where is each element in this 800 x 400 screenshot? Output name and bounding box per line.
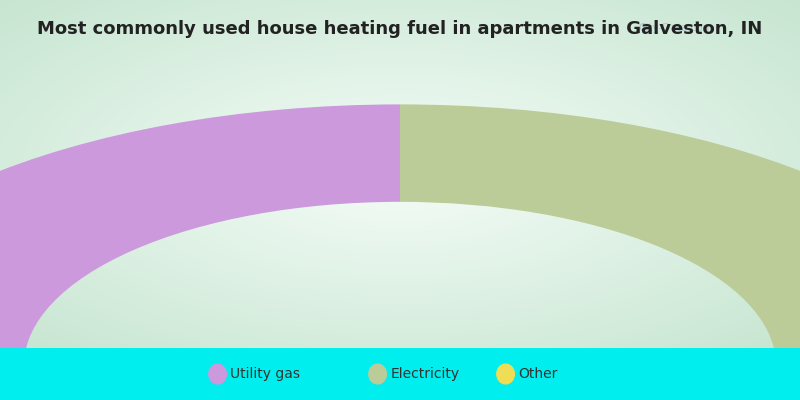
Text: Electricity: Electricity <box>390 367 459 381</box>
Wedge shape <box>775 349 800 366</box>
Ellipse shape <box>209 364 226 384</box>
Ellipse shape <box>497 364 514 384</box>
Ellipse shape <box>369 364 386 384</box>
Wedge shape <box>400 104 800 355</box>
Text: Other: Other <box>518 367 558 381</box>
Text: City-Data.com: City-Data.com <box>638 23 714 33</box>
Text: Most commonly used house heating fuel in apartments in Galveston, IN: Most commonly used house heating fuel in… <box>38 20 762 38</box>
Text: Utility gas: Utility gas <box>230 367 301 381</box>
Wedge shape <box>0 104 400 366</box>
